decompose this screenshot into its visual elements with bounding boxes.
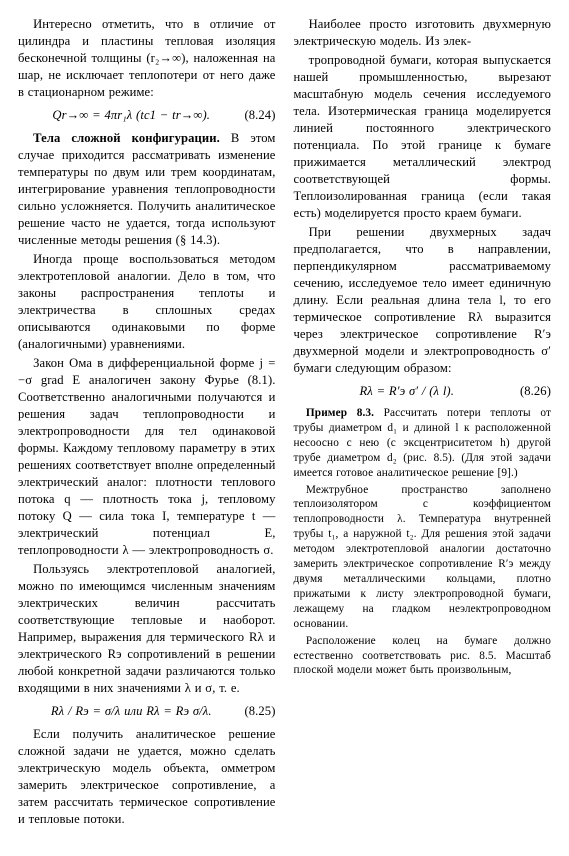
heading-complex-bodies: Тела сложной конфигурации. xyxy=(33,131,220,145)
para-complex-bodies-text: В этом случае приходится рассматривать и… xyxy=(18,131,276,247)
example-8-3-p2: Межтрубное пространство заполнено теплои… xyxy=(294,483,552,632)
para-complex-bodies: Тела сложной конфигурации. В этом случае… xyxy=(18,130,276,249)
eq826-number: (8.26) xyxy=(520,383,551,400)
para-no-analytic: Если получить аналитическое решение слож… xyxy=(18,726,276,828)
para-2d-model: Наиболее просто изготовить двухмерную эл… xyxy=(294,16,552,50)
example-8-3-p1: Пример 8.3. Рассчитать потери теплоты от… xyxy=(294,406,552,481)
equation-8-26: Rλ = R′э σ′ / (λ l). (8.26) xyxy=(294,383,552,400)
eq826-body: Rλ = R′э σ′ / (λ l). xyxy=(359,384,454,398)
eq824-body: Qr→∞ = 4πr₁λ (tс1 − tr→∞). xyxy=(52,108,210,122)
para-ohm-fourier: Закон Ома в дифференциальной форме j = −… xyxy=(18,355,276,559)
para-2d-assumption: При решении двухмерных задач предполагае… xyxy=(294,224,552,377)
para-paper-model: тропроводной бумаги, которая выпускается… xyxy=(294,52,552,222)
page: Интересно отметить, что в отличие от цил… xyxy=(0,0,569,856)
example-8-3-lead: Пример 8.3. xyxy=(306,407,374,419)
eq825-body: Rλ / Rэ = σ/λ или Rλ = Rэ σ/λ. xyxy=(51,704,212,718)
para-intro: Интересно отметить, что в отличие от цил… xyxy=(18,16,276,101)
example-8-3: Пример 8.3. Рассчитать потери теплоты от… xyxy=(294,406,552,678)
para-analogy-intro: Иногда проще воспользоваться методом эле… xyxy=(18,251,276,353)
eq825-number: (8.25) xyxy=(244,703,275,720)
example-8-3-p3: Расположение колец на бумаге должно есте… xyxy=(294,634,552,679)
equation-8-24: Qr→∞ = 4πr₁λ (tс1 − tr→∞). (8.24) xyxy=(18,107,276,124)
eq824-number: (8.24) xyxy=(244,107,275,124)
para-analogy-use: Пользуясь электротепловой аналогией, мож… xyxy=(18,561,276,697)
equation-8-25: Rλ / Rэ = σ/λ или Rλ = Rэ σ/λ. (8.25) xyxy=(18,703,276,720)
